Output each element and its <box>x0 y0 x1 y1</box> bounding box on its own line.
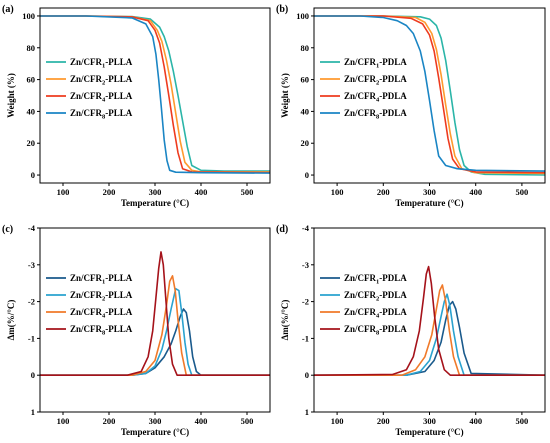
series-line-4 <box>314 15 546 172</box>
y-tick-label: 0 <box>31 370 35 380</box>
x-tick-label: 400 <box>469 187 482 197</box>
y-tick-label: 60 <box>27 75 36 85</box>
y-tick-label: 1 <box>31 407 35 417</box>
x-tick-label: 500 <box>241 416 254 426</box>
y-tick-label: -1 <box>28 333 35 343</box>
y-axis-label: Weight (%) <box>6 73 16 118</box>
x-axis-label: Temperature (°C) <box>121 427 189 437</box>
legend-label-3: Zn/CFR4-PLLA <box>70 91 133 104</box>
y-tick-label: -2 <box>302 297 309 307</box>
x-axis-label: Temperature (°C) <box>121 198 189 208</box>
legend-label-4: Zn/CFR8-PLLA <box>70 108 133 121</box>
y-tick-label: 20 <box>301 138 310 148</box>
y-tick-label: -1 <box>302 333 309 343</box>
panel-label: (c) <box>2 224 13 235</box>
y-tick-label: 20 <box>27 138 36 148</box>
x-tick-label: 200 <box>103 187 116 197</box>
legend-label-3: Zn/CFR4-PLLA <box>70 307 133 320</box>
y-tick-label: 1 <box>305 407 309 417</box>
series-line-4 <box>40 15 271 174</box>
panel-label: (d) <box>276 224 288 235</box>
legend-label-2: Zn/CFR2-PDLA <box>344 74 407 87</box>
x-tick-label: 400 <box>195 187 208 197</box>
x-tick-label: 300 <box>149 416 162 426</box>
y-tick-label: 60 <box>301 75 310 85</box>
legend-label-1: Zn/CFR1-PLLA <box>70 273 133 286</box>
series-line-4 <box>40 251 270 376</box>
x-tick-label: 400 <box>195 416 208 426</box>
panel-label: (a) <box>2 4 14 15</box>
x-tick-label: 100 <box>331 416 344 426</box>
y-tick-label: -4 <box>302 223 310 233</box>
series-line-2 <box>40 287 270 376</box>
legend-label-2: Zn/CFR2-PLLA <box>70 290 133 303</box>
x-axis-label: Temperature (°C) <box>395 198 463 208</box>
legend-label-1: Zn/CFR1-PLLA <box>70 57 133 70</box>
y-tick-label: 40 <box>27 106 36 116</box>
x-tick-label: 500 <box>516 416 529 426</box>
y-axis-label: Δm(%/°C) <box>280 300 290 341</box>
legend-label-4: Zn/CFR8-PLLA <box>70 324 133 337</box>
legend-label-1: Zn/CFR1-PDLA <box>344 57 407 70</box>
legend-label-2: Zn/CFR2-PLLA <box>70 74 133 87</box>
y-tick-label: 0 <box>305 370 309 380</box>
y-tick-label: -2 <box>28 297 35 307</box>
legend-label-4: Zn/CFR8-PDLA <box>344 108 407 121</box>
y-tick-label: 40 <box>301 106 310 116</box>
y-tick-label: 0 <box>305 170 309 180</box>
legend-label-2: Zn/CFR2-PDLA <box>344 290 407 303</box>
x-tick-label: 300 <box>423 416 436 426</box>
y-tick-label: 100 <box>296 11 309 21</box>
x-tick-label: 100 <box>57 416 70 426</box>
legend-label-3: Zn/CFR4-PDLA <box>344 307 407 320</box>
plot-frame <box>313 227 546 413</box>
series-line-4 <box>313 265 545 376</box>
x-tick-label: 500 <box>516 187 529 197</box>
series-line-3 <box>314 284 545 376</box>
x-tick-label: 200 <box>103 416 116 426</box>
y-tick-label: -3 <box>28 260 35 270</box>
y-tick-label: 100 <box>22 11 35 21</box>
panel-label: (b) <box>276 4 288 15</box>
series-line-3 <box>40 275 270 376</box>
legend-label-1: Zn/CFR1-PDLA <box>344 273 407 286</box>
panel-4: 100 200 300 400 500 1 0 -1 -2 -3 -4 Temperature (°C… <box>276 223 546 437</box>
x-tick-label: 400 <box>469 416 482 426</box>
plot-frame <box>39 227 271 413</box>
y-tick-label: 0 <box>31 170 35 180</box>
x-axis-label: Temperature (°C) <box>395 427 463 437</box>
x-tick-label: 100 <box>57 187 70 197</box>
legend-label-4: Zn/CFR8-PDLA <box>344 324 407 337</box>
x-tick-label: 100 <box>331 187 344 197</box>
x-tick-label: 200 <box>377 187 390 197</box>
y-axis-label: Δm(%/°C) <box>6 300 16 341</box>
y-tick-label: -3 <box>302 260 309 270</box>
panel-1: 100 200 300 400 500 0 20 40 60 80 100 Temperature (… <box>2 4 271 208</box>
x-tick-label: 500 <box>241 187 254 197</box>
x-tick-label: 300 <box>149 187 162 197</box>
y-tick-label: 80 <box>301 43 310 53</box>
panel-2: 100 200 300 400 500 0 20 40 60 80 100 Temperature (… <box>276 4 546 208</box>
series-line-2 <box>314 293 545 376</box>
series-line-3 <box>40 15 271 174</box>
legend-label-3: Zn/CFR4-PDLA <box>344 91 407 104</box>
x-tick-label: 200 <box>377 416 390 426</box>
x-tick-label: 300 <box>423 187 436 197</box>
y-axis-label: Weight (%) <box>280 73 290 118</box>
y-tick-label: 80 <box>27 43 36 53</box>
panel-3: 100 200 300 400 500 1 0 -1 -2 -3 -4 Temperature (°C… <box>2 223 271 437</box>
y-tick-label: -4 <box>28 223 36 233</box>
